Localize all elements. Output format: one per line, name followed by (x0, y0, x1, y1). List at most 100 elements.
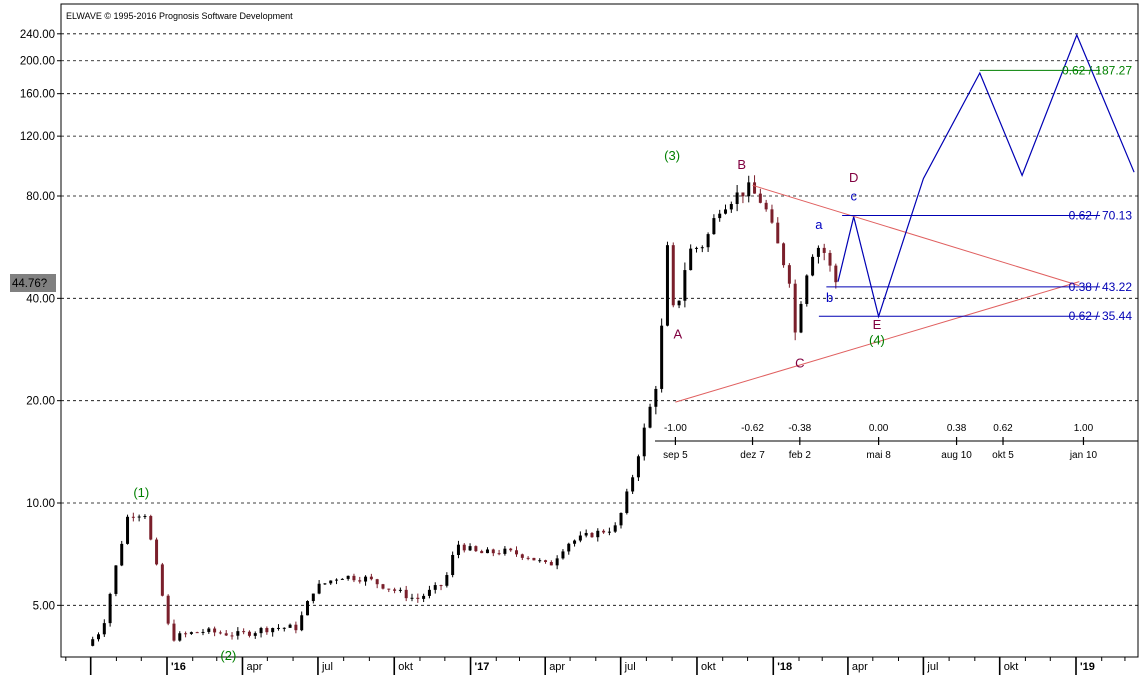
candle-body (294, 624, 298, 631)
candle-body (306, 601, 310, 616)
candle-body (166, 595, 170, 624)
time-ratio-value: -1.00 (664, 423, 687, 434)
y-tick-label: 20.00 (26, 396, 55, 408)
candle-body (195, 632, 199, 634)
candle-body (520, 554, 524, 558)
candle-body (776, 222, 780, 244)
wave-label: (4) (869, 332, 885, 347)
candle-body (102, 623, 106, 635)
candle-body (91, 639, 95, 646)
candle-body (300, 615, 304, 631)
y-tick-label: 160.00 (20, 89, 55, 101)
candles-layer (91, 175, 838, 647)
candle-body (120, 543, 124, 566)
candle-body (149, 516, 153, 540)
candle-body (497, 553, 501, 555)
candle-body (172, 623, 176, 641)
candle-body (224, 633, 228, 636)
x-tick-label: '19 (1080, 661, 1095, 673)
candle-body (602, 530, 606, 533)
x-tick-label: jul (321, 661, 333, 673)
candle-body (282, 627, 286, 629)
candle-body (317, 583, 321, 594)
candle-body (642, 427, 646, 457)
wave-label: c (850, 189, 857, 204)
fib-level-label: 0.62 / 70.13 (1069, 208, 1133, 222)
candle-body (218, 632, 222, 634)
time-ratio-date: okt 5 (992, 450, 1014, 461)
candle-body (607, 531, 611, 533)
time-ratio-date: dez 7 (740, 450, 765, 461)
candle-body (207, 628, 211, 632)
candle-body (201, 631, 205, 633)
grid-layer: 240.00 200.00 160.00 120.00 80.00 40.00 20.00 1… (20, 3, 1139, 675)
candle-body (735, 192, 739, 204)
candle-body (323, 583, 327, 585)
candle-body (764, 202, 768, 210)
candle-body (799, 303, 803, 333)
wave-label: A (674, 326, 683, 341)
candle-body (590, 532, 594, 538)
y-tick-label: 40.00 (26, 293, 55, 305)
candle-body (596, 530, 600, 538)
candle-body (811, 256, 815, 276)
candle-body (340, 578, 344, 580)
x-tick-label: jul (926, 661, 938, 673)
candle-body (137, 516, 141, 518)
time-ratio-date: sep 5 (663, 450, 688, 461)
time-ratio-value: 0.62 (993, 423, 1013, 434)
candle-body (625, 491, 629, 513)
copyright-text: ELWAVE © 1995-2016 Prognosis Software De… (66, 11, 293, 21)
wave-projection-path (837, 33, 1135, 319)
candle-body (381, 584, 385, 589)
candle-body (793, 283, 797, 333)
candle-body (787, 265, 791, 284)
candle-body (567, 543, 571, 552)
candle-body (387, 588, 391, 590)
x-tick-label: okt (398, 661, 413, 673)
candle-body (114, 565, 118, 594)
candle-body (671, 245, 675, 306)
wave-label: b (826, 290, 833, 305)
candle-body (758, 193, 762, 203)
candle-body (729, 203, 733, 210)
candle-body (503, 548, 507, 554)
candle-body (422, 595, 426, 599)
candle-body (445, 575, 449, 586)
wave-label: a (815, 217, 823, 232)
candle-body (782, 243, 786, 266)
candle-body (515, 550, 519, 555)
time-ratio-date: jan 10 (1069, 450, 1098, 461)
candle-body (834, 265, 838, 283)
wave-label: D (849, 170, 858, 185)
y-tick-label: 200.00 (20, 56, 55, 68)
time-ratio-date: feb 2 (789, 450, 812, 461)
wave-label: (3) (664, 148, 680, 163)
candle-body (468, 546, 472, 551)
candle-body (485, 549, 489, 554)
candle-body (160, 564, 164, 596)
candle-body (741, 192, 745, 197)
candle-body (822, 247, 826, 253)
candle-body (636, 456, 640, 478)
candle-body (410, 597, 414, 599)
candle-body (230, 635, 234, 637)
candle-body (509, 548, 513, 551)
candle-body (578, 535, 582, 541)
candle-body (631, 477, 635, 492)
candle-body (526, 557, 530, 559)
candle-body (346, 575, 350, 579)
candle-body (491, 549, 495, 554)
overlay-layer (655, 33, 1138, 445)
candle-body (654, 388, 658, 407)
plot-frame (60, 3, 1139, 658)
triangle-trendline (752, 184, 1080, 287)
candle-body (712, 218, 716, 235)
candle-body (213, 628, 217, 633)
candle-body (253, 633, 257, 636)
time-ratio-value: 1.00 (1074, 423, 1094, 434)
time-ratio-value: -0.62 (741, 423, 764, 434)
x-tick-label: okt (1004, 661, 1019, 673)
candle-body (683, 270, 687, 301)
